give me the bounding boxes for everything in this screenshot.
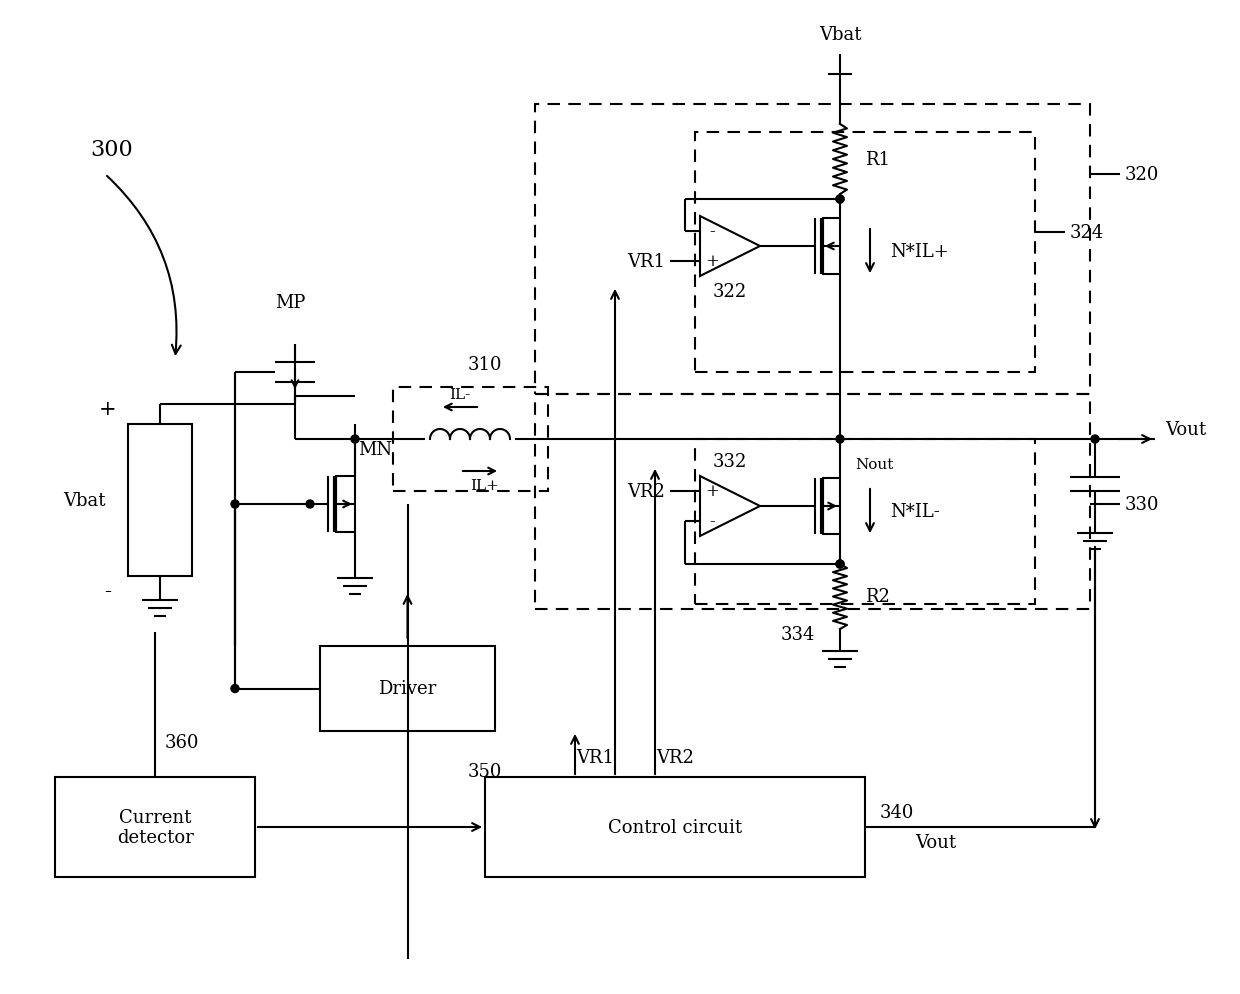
Text: -: - xyxy=(709,513,714,530)
Text: 340: 340 xyxy=(880,803,914,821)
Text: Driver: Driver xyxy=(378,680,436,698)
Text: Vout: Vout xyxy=(915,833,956,851)
Bar xyxy=(694,439,1035,604)
Text: 300: 300 xyxy=(91,139,133,161)
Text: MN: MN xyxy=(358,440,392,458)
Text: 334: 334 xyxy=(781,625,815,643)
Text: N*IL+: N*IL+ xyxy=(890,243,949,260)
Text: IL-: IL- xyxy=(449,388,471,402)
Bar xyxy=(320,646,495,732)
Text: R1: R1 xyxy=(866,151,890,169)
Circle shape xyxy=(351,435,360,443)
Text: +: + xyxy=(706,253,719,270)
Text: 324: 324 xyxy=(1070,224,1105,242)
Text: Vbat: Vbat xyxy=(818,26,862,44)
Circle shape xyxy=(231,501,239,509)
Circle shape xyxy=(836,561,844,569)
Text: Vbat: Vbat xyxy=(63,491,105,510)
Text: +: + xyxy=(99,401,117,419)
Bar xyxy=(534,395,1090,609)
Text: +: + xyxy=(706,483,719,500)
Text: 350: 350 xyxy=(467,762,502,780)
Text: Vout: Vout xyxy=(1166,420,1207,438)
Bar xyxy=(55,777,255,877)
Text: Nout: Nout xyxy=(856,457,893,471)
Circle shape xyxy=(836,196,844,204)
Bar xyxy=(128,424,192,577)
Text: MP: MP xyxy=(275,293,305,312)
Circle shape xyxy=(836,561,844,569)
Bar xyxy=(485,777,866,877)
Text: 360: 360 xyxy=(165,734,200,751)
Circle shape xyxy=(836,435,844,443)
Circle shape xyxy=(306,501,314,509)
Text: -: - xyxy=(709,224,714,241)
Text: R2: R2 xyxy=(866,587,890,606)
Circle shape xyxy=(836,196,844,204)
Text: -: - xyxy=(104,581,112,601)
Text: N*IL-: N*IL- xyxy=(890,503,940,521)
Bar xyxy=(694,133,1035,373)
Text: 320: 320 xyxy=(1125,166,1159,184)
Text: 322: 322 xyxy=(713,282,748,301)
Text: VR1: VR1 xyxy=(577,748,614,766)
Text: 330: 330 xyxy=(1125,495,1159,514)
Text: 332: 332 xyxy=(713,452,748,470)
Circle shape xyxy=(1091,435,1099,443)
Text: 310: 310 xyxy=(467,356,502,374)
Text: IL+: IL+ xyxy=(470,478,500,492)
Text: Control circuit: Control circuit xyxy=(608,818,742,836)
Circle shape xyxy=(231,685,239,693)
Text: VR1: VR1 xyxy=(627,252,665,270)
Bar xyxy=(393,388,548,491)
Text: VR2: VR2 xyxy=(656,748,694,766)
Bar xyxy=(534,105,1090,395)
Text: VR2: VR2 xyxy=(627,482,665,501)
Text: Current
detector: Current detector xyxy=(117,808,193,847)
